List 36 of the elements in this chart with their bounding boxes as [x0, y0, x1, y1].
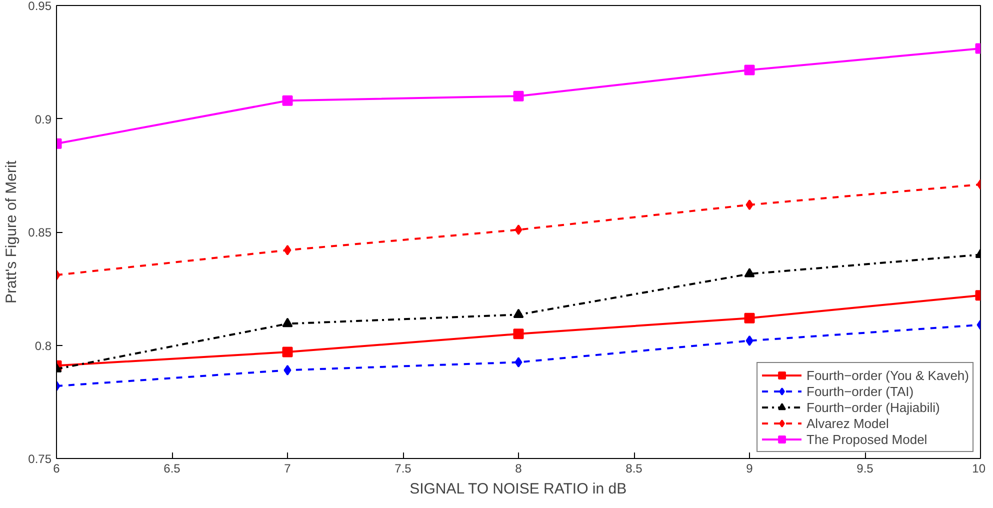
y-tick-label: 0.85	[28, 226, 52, 240]
legend-label: Alvarez Model	[806, 415, 889, 431]
legend-label: Fourth−order (TAI)	[806, 383, 914, 399]
legend-label: Fourth−order (You & Kaveh)	[806, 367, 969, 383]
legend-label: The Proposed Model	[806, 431, 928, 447]
point	[746, 335, 754, 346]
x-tick-label: 8	[515, 462, 522, 476]
point	[513, 328, 524, 340]
point	[282, 95, 293, 106]
point	[284, 244, 292, 256]
x-axis-title: SIGNAL TO NOISE RATIO in dB	[410, 480, 627, 498]
point	[513, 90, 524, 102]
y-tick-label: 0.95	[28, 0, 52, 13]
y-axis-title: Pratt's Figure of Merit	[3, 160, 20, 304]
legend-label: Fourth−order (Hajiabili)	[806, 399, 940, 415]
point	[282, 346, 293, 358]
x-tick-label: 7	[284, 462, 292, 476]
point	[746, 200, 754, 210]
point	[514, 224, 522, 235]
point	[513, 308, 524, 318]
x-tick-label: 6.5	[164, 462, 181, 476]
point	[282, 318, 293, 328]
x-tick-label: 9	[746, 462, 754, 476]
x-tick-label: 10	[972, 462, 986, 476]
y-tick-label: 0.8	[34, 338, 52, 353]
y-tick-label: 0.75	[28, 452, 52, 466]
point	[744, 268, 755, 278]
point	[514, 356, 522, 368]
point	[284, 364, 292, 376]
point	[744, 312, 755, 324]
x-tick-label: 8.5	[626, 462, 643, 476]
x-tick-label: 7.5	[394, 462, 412, 476]
x-tick-label: 6	[53, 462, 60, 476]
point	[744, 64, 755, 76]
x-tick-label: 9.5	[856, 462, 874, 476]
y-tick-label: 0.9	[34, 112, 52, 126]
